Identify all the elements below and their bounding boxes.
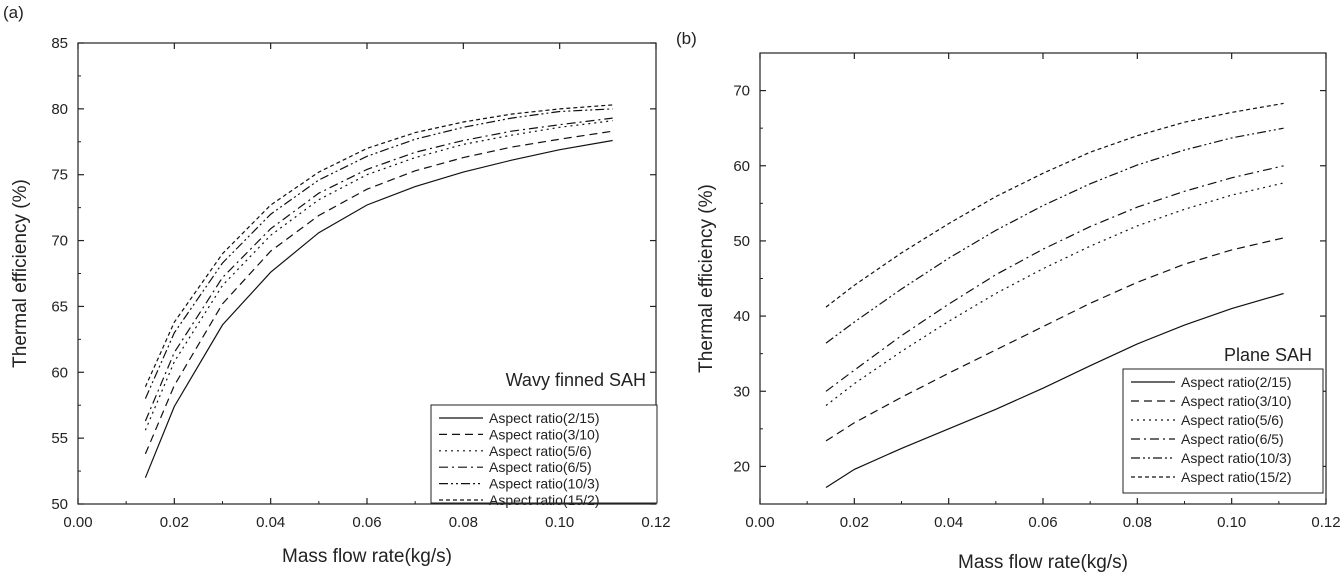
x-tick-label: 0.00 xyxy=(63,514,92,531)
chart-panel-a: (a) 0.00 0.02 0.04 0.06 0.08 0.10 0.12 50 55 60 65 7… xyxy=(3,3,671,567)
x-tick-label: 0.08 xyxy=(449,514,478,531)
series-line-5 xyxy=(825,127,1284,344)
legend-box xyxy=(430,404,658,504)
series-line-4 xyxy=(144,117,613,422)
series-line-6 xyxy=(144,104,613,388)
panel-label: (a) xyxy=(3,3,24,22)
series-line-2 xyxy=(144,130,613,455)
y-tick-label: 55 xyxy=(51,430,68,447)
legend-label-3: Aspect ratio(5/6) xyxy=(489,443,592,459)
legend-label-4: Aspect ratio(6/5) xyxy=(1181,431,1284,447)
x-tick-label: 0.06 xyxy=(352,514,381,531)
x-tick-label: 0.12 xyxy=(1311,514,1340,531)
y-tick-label: 20 xyxy=(733,458,750,475)
series-line-1 xyxy=(825,292,1284,489)
x-axis-label: Mass flow rate(kg/s) xyxy=(282,546,452,567)
series-line-3 xyxy=(144,120,613,431)
x-tick-label: 0.04 xyxy=(256,514,285,531)
legend-box xyxy=(1122,368,1324,494)
series-line-2 xyxy=(825,237,1284,442)
x-axis-label: Mass flow rate(kg/s) xyxy=(958,552,1128,573)
x-tick-label: 0.06 xyxy=(1028,514,1057,531)
x-tick-label: 0.02 xyxy=(160,514,189,531)
series-line-6 xyxy=(825,102,1284,308)
x-tick-label: 0.08 xyxy=(1123,514,1152,531)
y-tick-label: 70 xyxy=(733,83,750,100)
y-tick-label: 65 xyxy=(51,298,68,315)
legend-label-5: Aspect ratio(10/3) xyxy=(489,476,600,492)
y-tick-label: 60 xyxy=(51,364,68,381)
x-tick-label: 0.10 xyxy=(1217,514,1246,531)
chart-panel-b: (b) 0.00 0.02 0.04 0.06 0.08 0.10 0.12 20 30 40 50 6… xyxy=(676,29,1341,573)
y-tick-label: 80 xyxy=(51,101,68,118)
y-tick-label: 85 xyxy=(51,35,68,52)
legend-label-1: Aspect ratio(2/15) xyxy=(1181,374,1292,390)
y-tick-label: 40 xyxy=(733,308,750,325)
legend-label-6: Aspect ratio(15/2) xyxy=(489,492,600,508)
x-tick-label: 0.02 xyxy=(840,514,869,531)
legend-label-3: Aspect ratio(5/6) xyxy=(1181,412,1284,428)
y-axis-label: Thermal efficiency (%) xyxy=(696,184,717,373)
series-line-3 xyxy=(825,182,1284,406)
chart-annotation: Plane SAH xyxy=(1224,345,1312,365)
y-tick-label: 30 xyxy=(733,383,750,400)
chart-annotation: Wavy finned SAH xyxy=(506,370,646,390)
y-tick-label: 50 xyxy=(733,233,750,250)
series-line-5 xyxy=(144,108,613,399)
legend-label-2: Aspect ratio(3/10) xyxy=(1181,393,1292,409)
legend-label-5: Aspect ratio(10/3) xyxy=(1181,450,1292,466)
y-tick-label: 70 xyxy=(51,233,68,250)
x-tick-label: 0.00 xyxy=(745,514,774,531)
x-tick-label: 0.10 xyxy=(545,514,574,531)
legend-label-2: Aspect ratio(3/10) xyxy=(489,426,600,442)
x-tick-label: 0.04 xyxy=(934,514,963,531)
panel-label: (b) xyxy=(676,29,697,48)
y-tick-label: 75 xyxy=(51,167,68,184)
y-axis-label: Thermal efficiency (%) xyxy=(10,179,31,368)
legend-label-1: Aspect ratio(2/15) xyxy=(489,410,600,426)
legend-label-4: Aspect ratio(6/5) xyxy=(489,459,592,475)
series-line-1 xyxy=(144,139,613,478)
y-tick-label: 50 xyxy=(51,496,68,513)
y-tick-label: 60 xyxy=(733,158,750,175)
x-tick-label: 0.12 xyxy=(641,514,670,531)
legend-label-6: Aspect ratio(15/2) xyxy=(1181,469,1292,485)
